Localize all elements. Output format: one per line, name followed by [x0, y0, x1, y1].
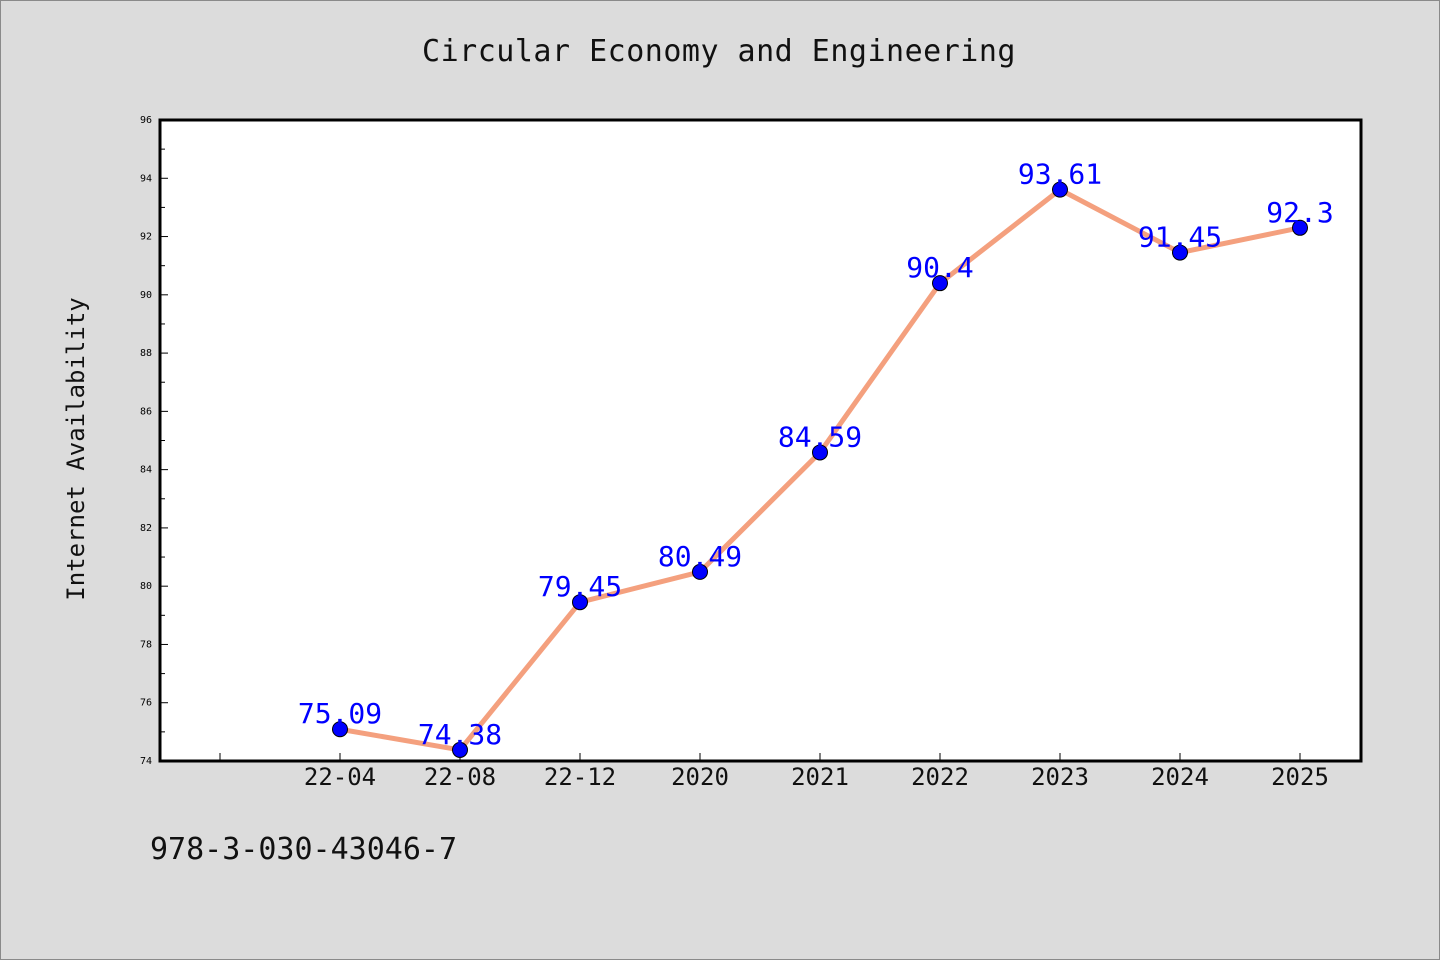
y-tick-label: 96 — [140, 115, 152, 126]
data-point — [452, 741, 468, 758]
y-tick-label: 90 — [140, 290, 152, 301]
y-tick-label: 80 — [140, 581, 152, 592]
data-point — [812, 444, 828, 461]
y-tick-label: 94 — [140, 173, 152, 184]
data-label: 80.49 — [658, 540, 742, 573]
data-label: 90.4 — [906, 251, 973, 284]
data-point — [932, 275, 948, 292]
x-tick-label: 2024 — [1151, 763, 1209, 791]
data-point — [1172, 244, 1188, 261]
data-point — [1052, 181, 1068, 198]
data-label: 74.38 — [418, 718, 502, 751]
y-tick-label: 86 — [140, 406, 152, 417]
y-tick-label: 88 — [140, 348, 152, 359]
data-label: 79.45 — [538, 570, 622, 603]
y-tick-label: 82 — [140, 523, 152, 534]
y-tick-label: 78 — [140, 639, 152, 650]
data-point — [692, 563, 708, 580]
data-label: 91.45 — [1138, 221, 1222, 254]
x-tick-label: 2022 — [911, 763, 969, 791]
x-tick-label: 2021 — [791, 763, 849, 791]
data-point — [332, 721, 348, 738]
plot-area — [158, 118, 1363, 763]
data-label: 93.61 — [1018, 158, 1102, 191]
x-tick-label: 22-04 — [304, 763, 376, 791]
y-tick-label: 92 — [140, 232, 152, 243]
data-point — [572, 594, 588, 611]
x-tick-label: 22-12 — [544, 763, 616, 791]
x-tick-label: 2023 — [1031, 763, 1089, 791]
data-label: 92.3 — [1266, 196, 1333, 229]
y-tick-label: 76 — [140, 698, 152, 709]
x-tick-label: 22-08 — [424, 763, 496, 791]
data-label: 84.59 — [778, 420, 862, 453]
x-tick-label: 2020 — [671, 763, 729, 791]
isbn-label: 978-3-030-43046-7 — [150, 832, 458, 867]
y-tick-label: 74 — [140, 756, 152, 767]
data-point — [1292, 219, 1308, 236]
y-tick-label: 84 — [140, 465, 152, 476]
chart-title: Circular Economy and Engineering — [422, 34, 1016, 69]
y-axis-label: Internet Availability — [62, 297, 90, 600]
x-tick-label: 2025 — [1271, 763, 1329, 791]
data-label: 75.09 — [298, 697, 382, 730]
